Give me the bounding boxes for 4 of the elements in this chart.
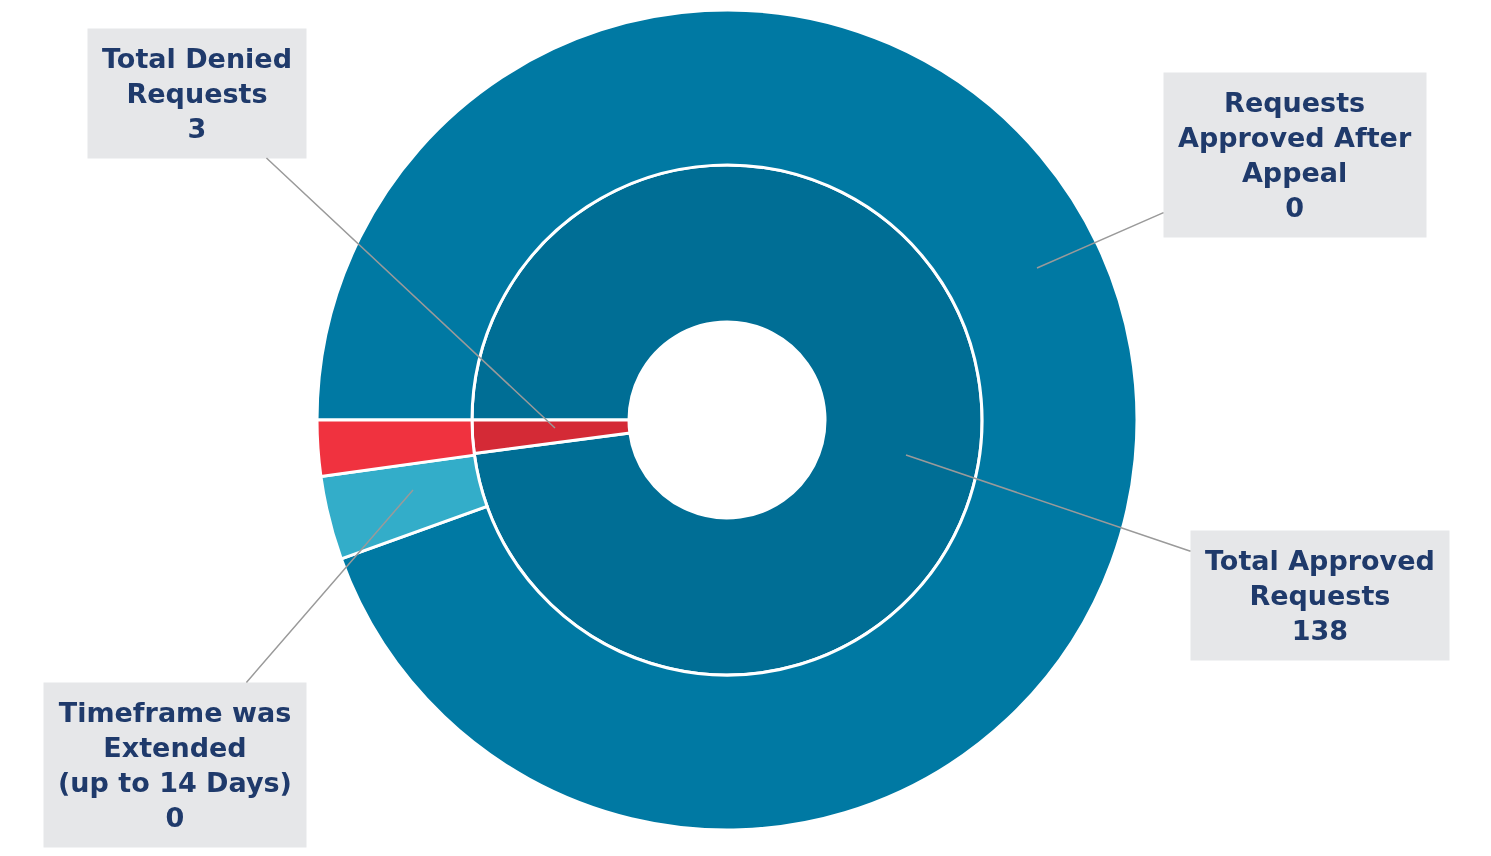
text: Requests Approved After Appeal 0: [1178, 87, 1412, 224]
text: Timeframe was Extended (up to 14 Days) 0: [58, 697, 292, 834]
text: Total Approved Requests 138: [1205, 545, 1435, 647]
text: Total Denied Requests 3: [102, 43, 293, 145]
